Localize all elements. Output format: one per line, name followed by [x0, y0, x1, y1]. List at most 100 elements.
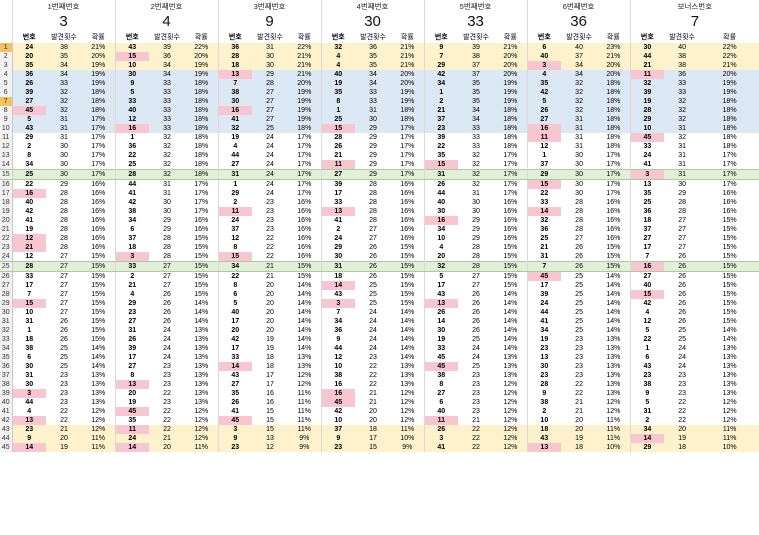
number-cell[interactable]: 5	[217, 299, 253, 308]
number-cell[interactable]: 4	[423, 243, 459, 252]
probability-cell[interactable]: 12%	[606, 408, 621, 415]
probability-cell[interactable]: 11%	[391, 425, 425, 434]
number-cell[interactable]: 3	[526, 61, 562, 70]
probability-cell[interactable]: 17%	[597, 169, 631, 180]
number-cell[interactable]: 38	[320, 371, 356, 380]
column-header[interactable]: 번호	[320, 31, 356, 43]
number-cell[interactable]: 30	[526, 362, 562, 371]
count-cell[interactable]: 15	[355, 443, 392, 452]
number-cell[interactable]: 37	[114, 234, 150, 243]
count-cell[interactable]: 26	[163, 309, 171, 316]
number-cell[interactable]: 15	[320, 124, 356, 133]
number-cell[interactable]: 45	[217, 416, 253, 425]
count-cell[interactable]: 20	[266, 318, 274, 325]
number-cell[interactable]: 26	[423, 425, 459, 434]
number-cell[interactable]: 5	[423, 271, 459, 281]
probability-cell[interactable]: 15%	[606, 244, 621, 251]
probability-cell[interactable]: 20%	[597, 70, 631, 79]
row-header[interactable]: 10	[0, 124, 13, 133]
number-cell[interactable]: 30	[320, 252, 356, 262]
probability-cell[interactable]: 14%	[297, 282, 312, 289]
number-cell[interactable]: 4	[114, 290, 150, 299]
probability-cell[interactable]: 19%	[494, 97, 528, 106]
number-cell[interactable]: 9	[526, 389, 562, 398]
number-cell[interactable]: 31	[11, 371, 46, 380]
count-cell[interactable]: 26	[472, 300, 480, 307]
probability-cell[interactable]: 14%	[503, 345, 518, 352]
probability-cell[interactable]: 18%	[391, 115, 425, 124]
number-cell[interactable]: 7	[423, 52, 459, 61]
drawn-number[interactable]: 7	[629, 12, 759, 31]
number-cell[interactable]: 16	[11, 189, 46, 198]
probability-cell[interactable]: 18%	[194, 143, 209, 150]
count-cell[interactable]: 15	[266, 408, 274, 415]
number-cell[interactable]: 16	[114, 124, 150, 133]
row-header[interactable]: 33	[0, 335, 13, 344]
number-cell[interactable]: 14	[11, 443, 46, 452]
count-cell[interactable]: 24	[472, 354, 480, 361]
count-cell[interactable]: 23	[472, 399, 480, 406]
probability-cell[interactable]: 12%	[503, 399, 518, 406]
row-header[interactable]: 15	[0, 169, 13, 180]
count-cell[interactable]: 31	[678, 152, 686, 159]
probability-cell[interactable]: 18%	[194, 161, 209, 168]
probability-cell[interactable]: 16%	[91, 217, 106, 224]
number-cell[interactable]: 21	[320, 151, 356, 160]
count-cell[interactable]: 26	[472, 318, 480, 325]
probability-cell[interactable]: 12%	[194, 417, 209, 424]
count-cell[interactable]: 34	[561, 61, 598, 70]
number-cell[interactable]: 14	[423, 317, 459, 326]
number-cell[interactable]: 35	[629, 189, 665, 198]
probability-cell[interactable]: 17%	[700, 169, 759, 180]
probability-cell[interactable]: 19%	[700, 88, 759, 97]
probability-cell[interactable]: 16%	[400, 199, 415, 206]
number-cell[interactable]: 15	[114, 52, 150, 61]
probability-cell[interactable]: 15%	[503, 282, 518, 289]
probability-cell[interactable]: 14%	[503, 291, 518, 298]
number-cell[interactable]: 4	[217, 142, 253, 151]
probability-cell[interactable]: 12%	[297, 381, 312, 388]
count-cell[interactable]: 27	[369, 226, 377, 233]
number-cell[interactable]: 41	[526, 317, 562, 326]
row-header[interactable]: 37	[0, 371, 13, 380]
probability-cell[interactable]: 19%	[700, 79, 759, 88]
drawn-number[interactable]: 3	[11, 12, 116, 31]
count-cell[interactable]: 31	[472, 190, 480, 197]
probability-cell[interactable]: 15%	[503, 244, 518, 251]
count-cell[interactable]: 24	[369, 309, 377, 316]
count-cell[interactable]: 30	[355, 115, 392, 124]
number-cell[interactable]: 11	[629, 70, 665, 79]
number-cell[interactable]: 40	[423, 198, 459, 207]
count-cell[interactable]: 30	[575, 161, 583, 168]
number-cell[interactable]: 35	[114, 416, 150, 425]
number-cell[interactable]: 44	[629, 52, 665, 61]
probability-cell[interactable]: 13%	[91, 381, 106, 388]
probability-cell[interactable]: 11%	[297, 417, 312, 424]
number-cell[interactable]: 2	[629, 416, 665, 425]
count-cell[interactable]: 22	[369, 363, 377, 370]
probability-cell[interactable]: 21%	[700, 61, 759, 70]
column-header[interactable]: 발견횟수	[463, 33, 489, 41]
probability-cell[interactable]: 10%	[700, 443, 759, 452]
probability-cell[interactable]: 16%	[297, 253, 312, 260]
probability-cell[interactable]: 17%	[82, 169, 116, 180]
number-cell[interactable]: 34	[423, 79, 459, 88]
probability-cell[interactable]: 17%	[400, 134, 415, 141]
count-cell[interactable]: 29	[472, 235, 480, 242]
count-cell[interactable]: 27	[575, 235, 583, 242]
probability-cell[interactable]: 18%	[597, 106, 631, 115]
probability-cell[interactable]: 16%	[606, 217, 621, 224]
count-cell[interactable]: 25	[575, 273, 583, 280]
count-cell[interactable]: 26	[369, 244, 377, 251]
probability-cell[interactable]: 15%	[91, 273, 106, 280]
probability-cell[interactable]: 15%	[91, 327, 106, 334]
count-cell[interactable]: 29	[60, 181, 68, 188]
count-cell[interactable]: 22	[678, 408, 686, 415]
number-cell[interactable]: 7	[217, 79, 253, 88]
probability-cell[interactable]: 14%	[194, 318, 209, 325]
number-cell[interactable]: 39	[526, 290, 562, 299]
probability-cell[interactable]: 12%	[400, 417, 415, 424]
group-title[interactable]: 1번째번호	[11, 0, 116, 12]
probability-cell[interactable]: 13%	[722, 363, 737, 370]
